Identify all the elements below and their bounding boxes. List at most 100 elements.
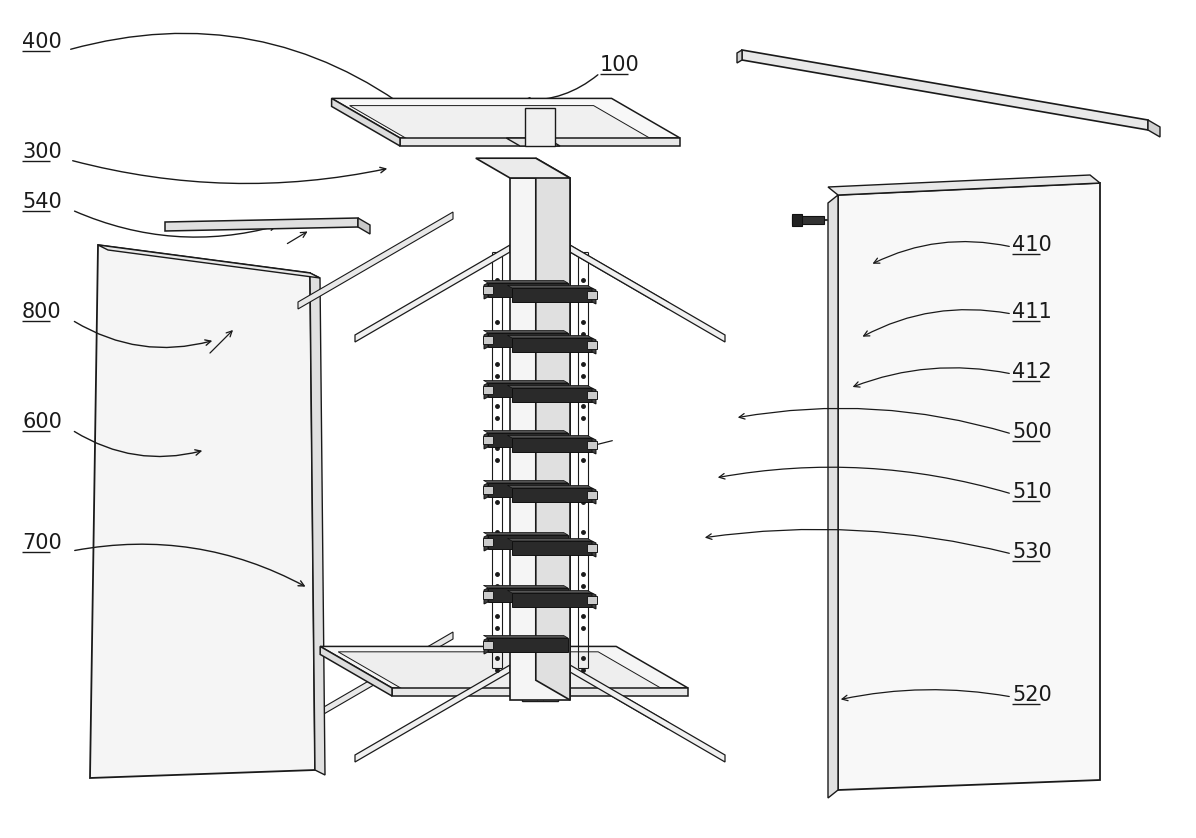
Text: 410: 410 <box>1012 235 1051 255</box>
Polygon shape <box>484 333 488 349</box>
Polygon shape <box>483 480 568 483</box>
Polygon shape <box>737 50 742 63</box>
Polygon shape <box>483 486 493 494</box>
Text: 100: 100 <box>600 55 640 75</box>
Polygon shape <box>592 438 596 454</box>
Polygon shape <box>1148 120 1160 137</box>
Polygon shape <box>592 488 596 504</box>
Polygon shape <box>521 683 559 701</box>
Text: 700: 700 <box>22 533 62 553</box>
Text: 540: 540 <box>22 192 62 212</box>
Polygon shape <box>525 108 555 146</box>
Polygon shape <box>484 588 488 604</box>
Polygon shape <box>513 632 669 729</box>
Polygon shape <box>587 391 597 399</box>
Polygon shape <box>484 483 488 499</box>
Polygon shape <box>592 541 596 557</box>
Text: 400: 400 <box>22 32 62 52</box>
Polygon shape <box>507 335 592 338</box>
Polygon shape <box>512 388 592 402</box>
Polygon shape <box>570 245 725 342</box>
Polygon shape <box>488 283 568 297</box>
Polygon shape <box>338 652 670 693</box>
Polygon shape <box>488 433 568 447</box>
Polygon shape <box>570 665 725 762</box>
Polygon shape <box>483 591 493 599</box>
Text: 411: 411 <box>1012 302 1051 322</box>
Polygon shape <box>828 195 838 798</box>
Polygon shape <box>509 178 570 700</box>
Polygon shape <box>321 646 688 688</box>
Polygon shape <box>349 106 663 145</box>
Polygon shape <box>165 218 358 231</box>
Polygon shape <box>828 175 1100 195</box>
Polygon shape <box>512 593 592 607</box>
Polygon shape <box>513 212 669 309</box>
Polygon shape <box>592 288 596 304</box>
Polygon shape <box>483 336 493 344</box>
Polygon shape <box>355 665 509 762</box>
Polygon shape <box>483 281 568 283</box>
Polygon shape <box>483 532 568 535</box>
Polygon shape <box>483 586 568 588</box>
Polygon shape <box>98 245 321 278</box>
Polygon shape <box>536 158 570 700</box>
Polygon shape <box>507 436 592 438</box>
Text: 600: 600 <box>22 412 62 432</box>
Polygon shape <box>506 138 560 146</box>
Polygon shape <box>483 635 568 638</box>
Polygon shape <box>587 441 597 449</box>
Polygon shape <box>483 538 493 546</box>
Polygon shape <box>512 288 592 302</box>
Polygon shape <box>488 638 568 652</box>
Polygon shape <box>484 638 488 654</box>
Text: 520: 520 <box>1012 685 1051 705</box>
Polygon shape <box>484 433 488 449</box>
Polygon shape <box>587 596 597 604</box>
Polygon shape <box>331 98 681 138</box>
Polygon shape <box>587 491 597 499</box>
Polygon shape <box>392 688 688 696</box>
Polygon shape <box>488 588 568 602</box>
Polygon shape <box>512 438 592 452</box>
Polygon shape <box>484 535 488 551</box>
Polygon shape <box>483 641 493 649</box>
Text: 510: 510 <box>1012 482 1051 502</box>
Polygon shape <box>476 158 570 178</box>
Text: 412: 412 <box>1012 362 1051 382</box>
Polygon shape <box>483 380 568 383</box>
Polygon shape <box>507 286 592 288</box>
Polygon shape <box>742 50 1148 130</box>
Text: 500: 500 <box>1012 422 1051 442</box>
Polygon shape <box>592 593 596 609</box>
Polygon shape <box>587 544 597 552</box>
Polygon shape <box>512 541 592 555</box>
Polygon shape <box>483 436 493 444</box>
Polygon shape <box>484 383 488 399</box>
Polygon shape <box>507 590 592 593</box>
Polygon shape <box>488 383 568 397</box>
Polygon shape <box>298 212 453 309</box>
Polygon shape <box>483 286 493 294</box>
Polygon shape <box>592 338 596 354</box>
Polygon shape <box>483 386 493 394</box>
Polygon shape <box>310 273 325 775</box>
Polygon shape <box>399 138 681 146</box>
Polygon shape <box>488 483 568 497</box>
Polygon shape <box>483 330 568 333</box>
Text: 800: 800 <box>22 302 62 322</box>
Polygon shape <box>507 485 592 488</box>
Polygon shape <box>587 291 597 299</box>
Polygon shape <box>512 338 592 352</box>
Polygon shape <box>587 341 597 349</box>
Polygon shape <box>355 245 509 342</box>
Polygon shape <box>488 333 568 347</box>
Polygon shape <box>592 388 596 404</box>
Polygon shape <box>484 283 488 299</box>
Polygon shape <box>331 98 399 146</box>
Polygon shape <box>298 632 453 729</box>
Polygon shape <box>792 216 824 224</box>
Polygon shape <box>512 488 592 502</box>
Text: 530: 530 <box>1012 542 1051 562</box>
Polygon shape <box>358 218 370 234</box>
